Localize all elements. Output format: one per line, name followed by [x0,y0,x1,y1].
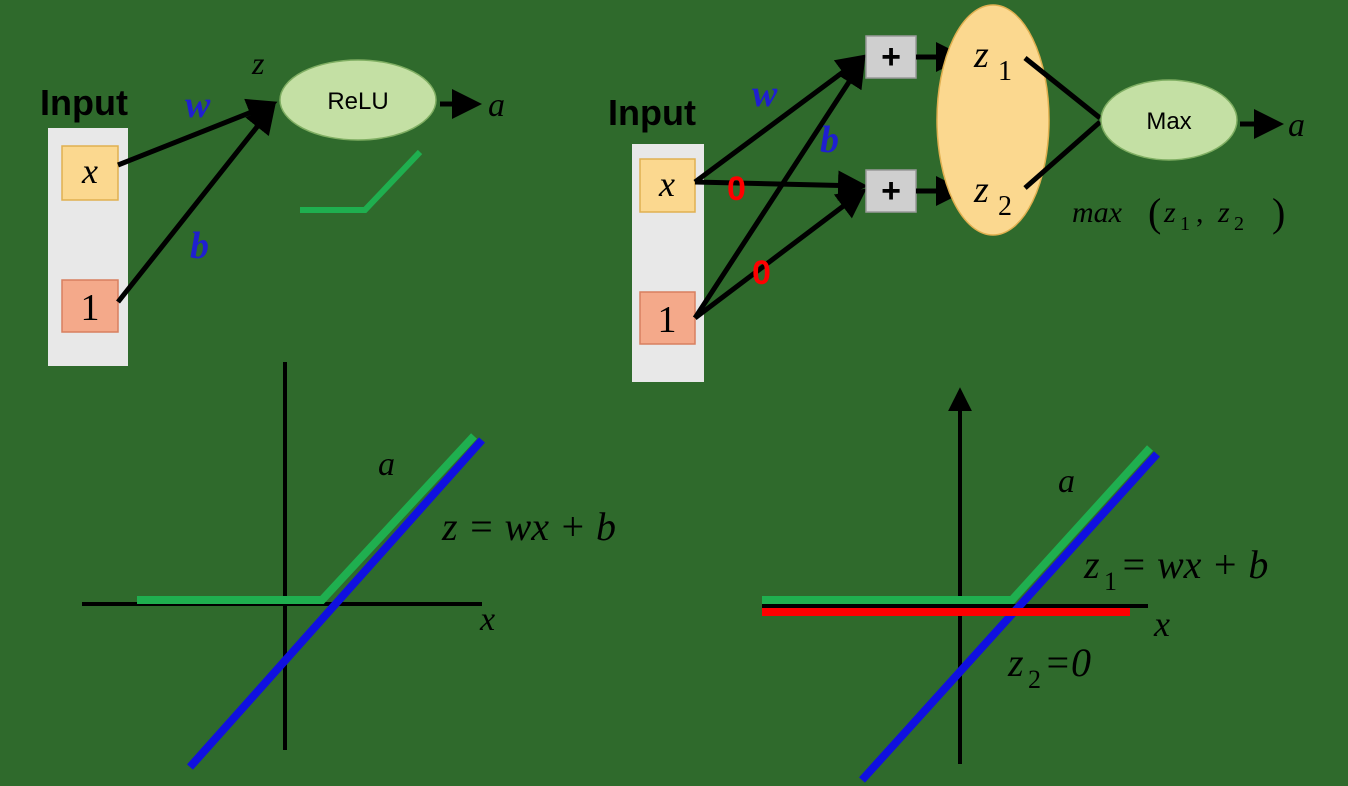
right-output-label: a [1288,107,1305,144]
left-x-label: x [81,151,98,191]
plus-node-2 [865,169,917,213]
right-plot-output-label: a [1058,463,1075,500]
left-plot: a z = wx + b x [82,362,616,770]
left-plot-x-label: x [479,601,495,638]
left-weight-label: w [185,84,211,126]
left-plot-output-label: a [378,446,395,483]
right-bias-label: b [820,119,839,161]
relu-node [279,59,437,141]
right-zero-bias-label: 0 [752,254,771,292]
left-output-label: a [488,87,505,124]
z1-to-max-line [1023,56,1102,120]
relu-shape-icon [300,149,423,213]
plus-label-2: + [881,172,901,210]
plus-label-1: + [881,38,901,76]
max-expr-z1-sub: 1 [1180,213,1190,235]
z1-var: z [973,34,989,76]
left-network: Input x 1 w b z ReLU a [40,45,505,366]
right-plot-z1-line [859,451,1160,783]
left-one-label: 1 [81,287,100,329]
right-zero-weight-line [694,170,868,201]
right-b-line [692,56,866,320]
right-plot-z1-sub: 1 [1104,567,1117,596]
z-group-ellipse [936,4,1050,236]
right-plot-max-line [762,445,1153,604]
right-plot-z2-var: z [1007,640,1024,685]
left-plot-relu-line [137,433,477,604]
left-input-label: Input [40,82,128,123]
left-z-label: z [251,45,265,81]
max-expr-close: ) [1272,190,1285,235]
right-plot-z1-var: z [1083,542,1100,587]
right-zero-bias-line [693,188,867,320]
left-plot-linear-line [187,437,485,770]
right-plot-x-label: x [1153,604,1170,644]
max-node [1100,79,1238,161]
left-x-box [61,145,119,201]
right-plot-z2-rest: =0 [1044,640,1091,685]
right-plot-z1-rest: = wx + b [1120,542,1268,587]
max-expr-comma: , [1196,196,1204,229]
max-label: Max [1146,108,1191,135]
right-plot: a z 1 = wx + b z 2 =0 x [762,387,1268,783]
z2-to-max-line [1023,120,1102,190]
max-expr-z2: z [1217,196,1230,229]
right-network: Input x 1 w b 0 0 + + z 1 z 2 Max a max … [608,4,1305,382]
max-expr-z1: z [1163,196,1176,229]
z2-sub: 2 [998,191,1012,222]
left-plot-line-label: z = wx + b [441,504,616,549]
right-x-label: x [658,164,675,204]
max-expr-z2-sub: 2 [1234,213,1244,235]
right-plot-z2-sub: 2 [1028,665,1041,694]
right-one-box [639,291,696,345]
left-bias-line [116,103,276,304]
left-one-box [61,279,119,333]
right-one-label: 1 [658,299,677,341]
right-w-line [693,54,867,185]
right-weight-label: w [752,73,778,115]
z2-var: z [973,169,989,211]
max-expr-open: ( [1148,190,1161,235]
right-x-box [639,158,696,213]
max-expr-func: max [1072,196,1123,229]
left-bias-label: b [190,225,209,267]
right-zero-weight-label: 0 [727,170,746,208]
relu-label: ReLU [327,88,388,115]
z1-sub: 1 [998,56,1012,87]
right-input-label: Input [608,92,696,133]
